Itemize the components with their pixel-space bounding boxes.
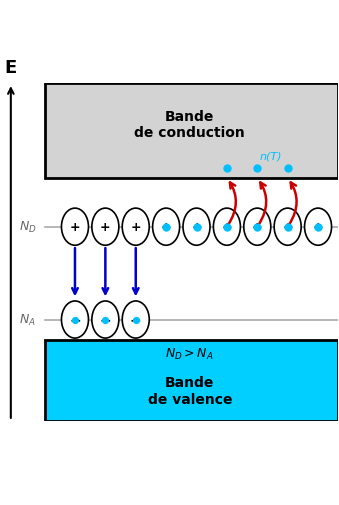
Ellipse shape: [61, 301, 88, 338]
Bar: [45, 84, 338, 178]
Ellipse shape: [92, 209, 119, 246]
Ellipse shape: [213, 209, 240, 246]
Text: $N_D > N_A$: $N_D > N_A$: [165, 346, 214, 361]
Point: [103, 316, 108, 324]
Ellipse shape: [122, 301, 149, 338]
Text: $N_D$: $N_D$: [19, 220, 37, 235]
Ellipse shape: [274, 209, 301, 246]
Text: +: +: [222, 221, 232, 234]
Ellipse shape: [304, 209, 332, 246]
Bar: [45, 340, 338, 421]
Text: Bande
de conduction: Bande de conduction: [134, 110, 245, 139]
Ellipse shape: [244, 209, 271, 246]
Text: −: −: [100, 313, 111, 327]
Ellipse shape: [183, 209, 210, 246]
Text: +: +: [313, 221, 323, 234]
Point: [194, 223, 199, 231]
Point: [285, 164, 291, 172]
Text: −: −: [69, 313, 81, 327]
Text: $N_A$: $N_A$: [19, 313, 36, 327]
Point: [255, 223, 260, 231]
Text: +: +: [161, 221, 172, 234]
Ellipse shape: [122, 209, 149, 246]
Point: [224, 164, 230, 172]
Ellipse shape: [92, 301, 119, 338]
Text: Bande
de valence: Bande de valence: [147, 376, 232, 406]
Ellipse shape: [153, 209, 180, 246]
Text: +: +: [282, 221, 293, 234]
Text: +: +: [69, 221, 80, 234]
Text: +: +: [131, 221, 141, 234]
Point: [163, 223, 169, 231]
Point: [255, 164, 260, 172]
Point: [224, 223, 230, 231]
Point: [285, 223, 291, 231]
Text: +: +: [191, 221, 202, 234]
Point: [315, 223, 321, 231]
Text: −: −: [130, 313, 142, 327]
Text: +: +: [252, 221, 263, 234]
Text: E: E: [5, 59, 17, 77]
Text: +: +: [100, 221, 111, 234]
Point: [72, 316, 78, 324]
Text: n(T): n(T): [260, 152, 282, 162]
Ellipse shape: [61, 209, 88, 246]
Point: [133, 316, 138, 324]
